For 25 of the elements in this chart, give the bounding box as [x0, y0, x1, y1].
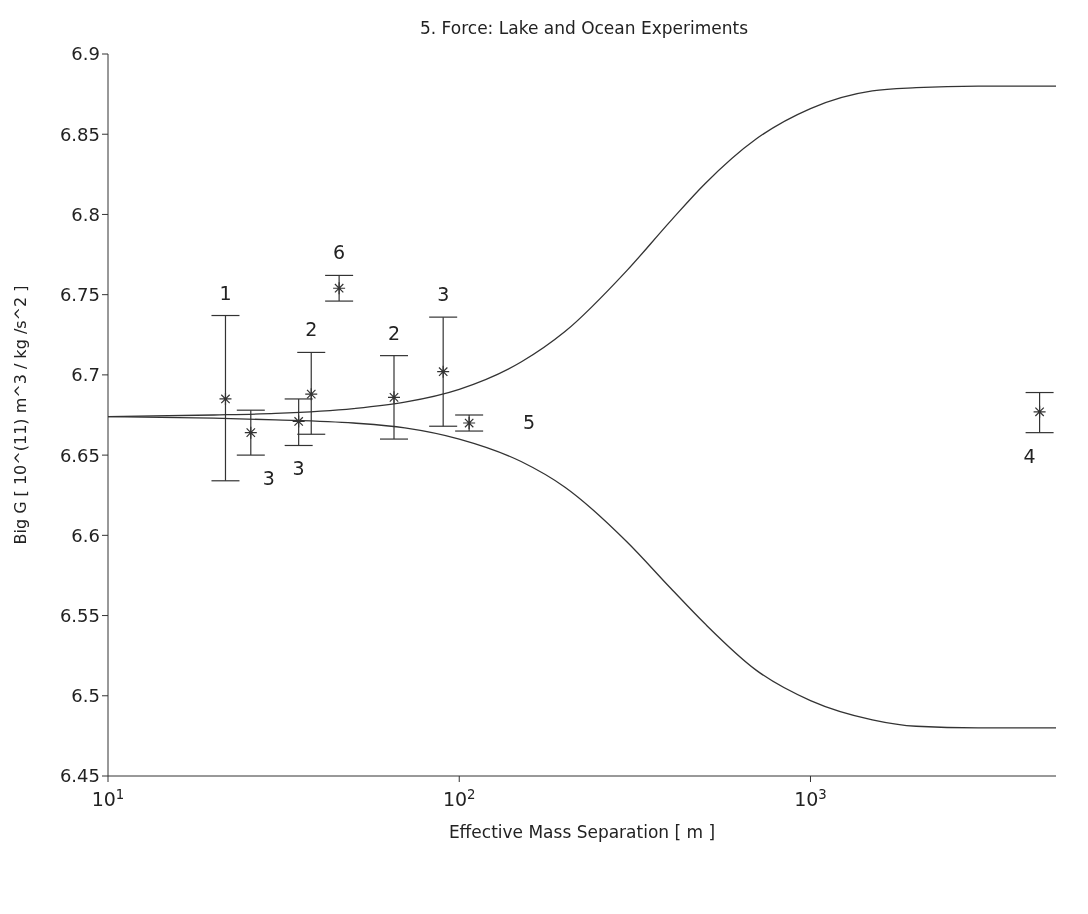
x-tick-label: 10$^{1}$ — [91, 786, 125, 810]
x-axis-title: Effective Mass Separation [ m ] — [448, 822, 716, 842]
chart-title: 5. Force: Lake and Ocean Experiments — [420, 18, 749, 38]
y-tick-label: 6.9 — [71, 43, 100, 65]
annotation: 6 — [333, 240, 346, 263]
y-tick-label: 6.75 — [59, 284, 100, 306]
annotation: 1 — [219, 281, 232, 304]
annotation: 4 — [1023, 444, 1036, 467]
y-tick-label: 6.8 — [71, 203, 100, 225]
y-tick-label: 6.45 — [59, 765, 100, 787]
y-tick-label: 6.7 — [71, 364, 100, 386]
annotation: 2 — [305, 317, 318, 340]
y-tick-label: 6.5 — [71, 685, 100, 707]
y-axis-title: Big G [ 10^(11) m^3 / kg /s^2 ] — [10, 285, 30, 545]
y-tick-label: 6.65 — [59, 444, 100, 466]
x-tick-label: 10$^{2}$ — [442, 786, 476, 810]
annotation: 3 — [292, 456, 305, 479]
x-tick-label: 10$^{3}$ — [794, 786, 827, 810]
annotation: 3 — [262, 466, 275, 489]
y-tick-label: 6.85 — [59, 123, 100, 145]
annotation: 2 — [387, 321, 401, 344]
annotation: 5 — [523, 410, 536, 433]
y-tick-label: 6.55 — [59, 604, 100, 626]
annotation: 3 — [437, 282, 450, 305]
y-tick-label: 6.6 — [71, 524, 100, 546]
